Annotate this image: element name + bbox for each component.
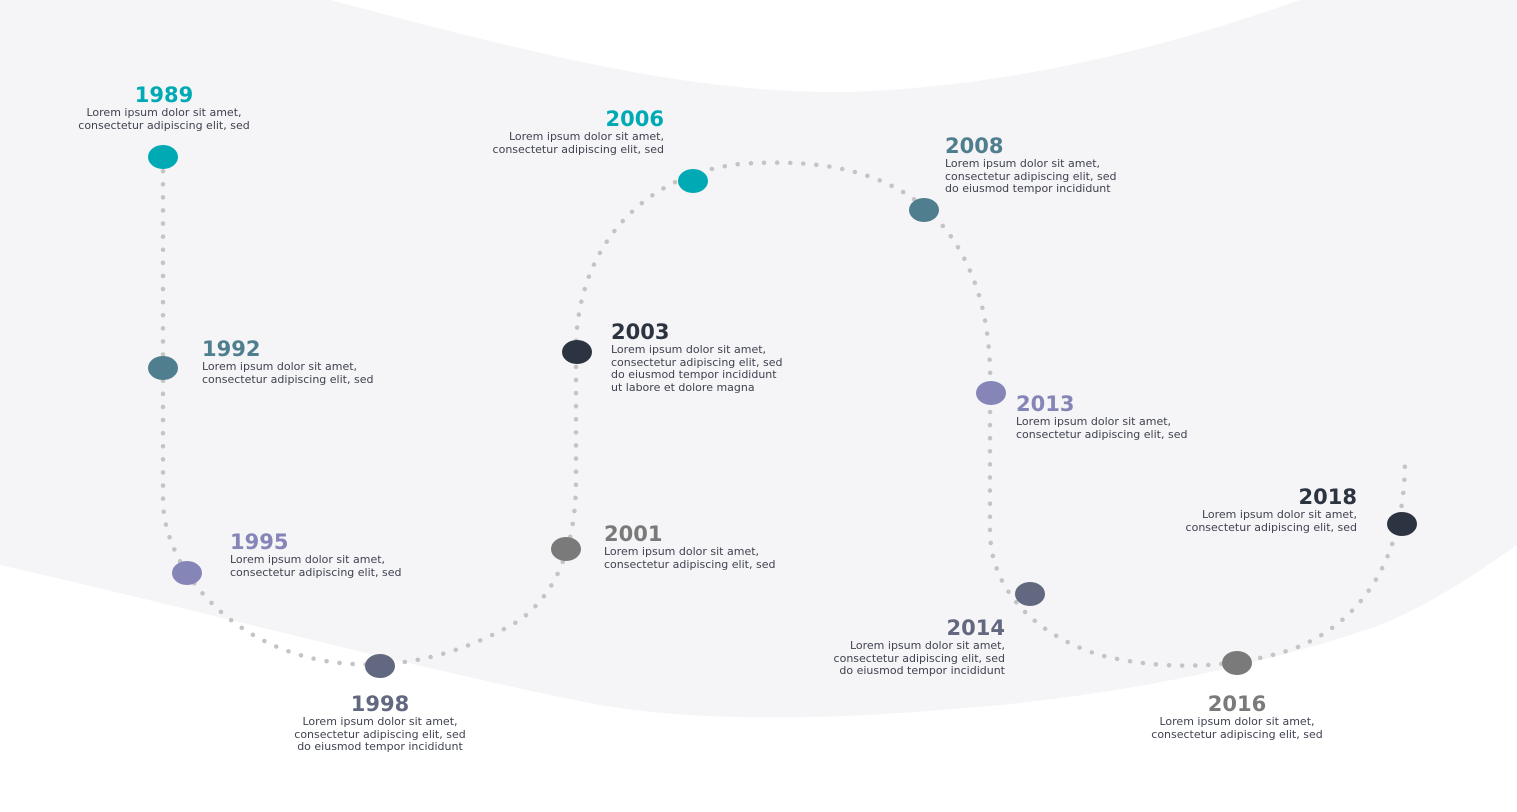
milestone-description: Lorem ipsum dolor sit amet, consectetur a…	[492, 130, 664, 156]
milestone-year: 2016	[1207, 692, 1267, 716]
milestone-year: 1998	[350, 692, 410, 716]
milestone-description: Lorem ipsum dolor sit amet, consectetur a…	[833, 639, 1005, 678]
milestone-2008: 2008 Lorem ipsum dolor sit amet, consecte…	[945, 134, 1116, 196]
milestone-2016: 2016 Lorem ipsum dolor sit amet, consecte…	[1127, 692, 1347, 741]
milestone-2014: 2014 Lorem ipsum dolor sit amet, consecte…	[834, 616, 1005, 678]
milestone-1995: 1995 Lorem ipsum dolor sit amet, consecte…	[230, 530, 401, 579]
marker-dot-2014	[1015, 582, 1045, 606]
milestone-year: 2018	[1298, 485, 1357, 509]
marker-dot-2018	[1387, 512, 1417, 536]
marker-dot-1995	[172, 561, 202, 585]
marker-dot-2016	[1222, 651, 1252, 675]
marker-dot-2006	[678, 169, 708, 193]
milestone-year: 2008	[945, 134, 1004, 158]
milestone-description: Lorem ipsum dolor sit amet, consectetur a…	[202, 360, 374, 386]
milestone-1992: 1992 Lorem ipsum dolor sit amet, consecte…	[202, 337, 373, 386]
milestone-description: Lorem ipsum dolor sit amet, consectetur a…	[611, 343, 783, 394]
milestone-year: 2006	[605, 107, 664, 131]
milestone-year: 2013	[1016, 392, 1075, 416]
milestone-description: Lorem ipsum dolor sit amet, consectetur a…	[604, 545, 776, 571]
marker-dot-2003	[562, 340, 592, 364]
milestone-2018: 2018 Lorem ipsum dolor sit amet, consecte…	[1186, 485, 1357, 534]
milestone-year: 2003	[611, 320, 670, 344]
marker-dot-2008	[909, 198, 939, 222]
milestone-description: Lorem ipsum dolor sit amet, consectetur a…	[78, 106, 250, 132]
milestone-year: 2001	[604, 522, 663, 546]
background-wave-band	[0, 0, 1517, 718]
milestone-description: Lorem ipsum dolor sit amet, consectetur a…	[1016, 415, 1188, 441]
milestone-description: Lorem ipsum dolor sit amet, consectetur a…	[294, 715, 466, 754]
milestone-description: Lorem ipsum dolor sit amet, consectetur a…	[1185, 508, 1357, 534]
marker-dot-1989	[148, 145, 178, 169]
milestone-year: 2014	[946, 616, 1005, 640]
milestone-description: Lorem ipsum dolor sit amet, consectetur a…	[1151, 715, 1323, 741]
marker-dot-2013	[976, 381, 1006, 405]
milestone-description: Lorem ipsum dolor sit amet, consectetur a…	[945, 157, 1117, 196]
milestone-year: 1989	[134, 83, 194, 107]
milestone-1989: 1989 Lorem ipsum dolor sit amet, consecte…	[64, 83, 264, 132]
milestone-1998: 1998 Lorem ipsum dolor sit amet, consecte…	[270, 692, 490, 754]
marker-dot-1998	[365, 654, 395, 678]
timeline-markers	[148, 145, 1417, 678]
milestone-description: Lorem ipsum dolor sit amet, consectetur a…	[230, 553, 402, 579]
milestone-2013: 2013 Lorem ipsum dolor sit amet, consecte…	[1016, 392, 1187, 441]
milestone-year: 1992	[202, 337, 261, 361]
milestone-year: 1995	[230, 530, 289, 554]
milestone-2006: 2006 Lorem ipsum dolor sit amet, consecte…	[493, 107, 664, 156]
dotted-timeline-path	[160, 155, 1408, 668]
milestone-2003: 2003 Lorem ipsum dolor sit amet, consecte…	[611, 320, 782, 394]
marker-dot-2001	[551, 537, 581, 561]
dotted-connector	[160, 155, 1408, 668]
milestone-2001: 2001 Lorem ipsum dolor sit amet, consecte…	[604, 522, 775, 571]
marker-dot-1992	[148, 356, 178, 380]
